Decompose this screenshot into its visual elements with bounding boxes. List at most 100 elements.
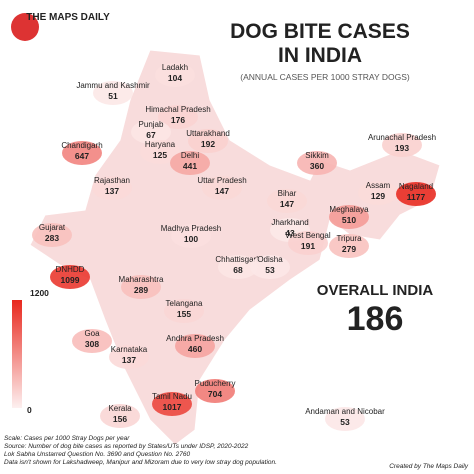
region-name: Maharashtra (119, 275, 164, 284)
legend-max: 1200 (30, 288, 49, 298)
footer-note: Source: Number of dog bite cases as repo… (4, 443, 249, 450)
region-value: 193 (395, 143, 409, 153)
region-name: Kerala (108, 404, 132, 413)
region-name: Andaman and Nicobar (305, 407, 385, 416)
region-fill (175, 334, 215, 358)
region-name: Jammu and Kashmir (76, 81, 150, 90)
region-value: 647 (75, 151, 89, 161)
region-name: Himachal Pradesh (145, 105, 210, 114)
region-value: 192 (201, 139, 215, 149)
region-fill (92, 176, 132, 200)
region-value: 1177 (407, 192, 426, 202)
region-fill (202, 176, 242, 200)
title-line2: IN INDIA (278, 44, 362, 67)
region-value: 283 (45, 233, 59, 243)
footer-note: Lok Sabha Unstarred Question No. 3690 an… (4, 451, 190, 458)
region-fill (50, 265, 90, 289)
credit: Created by The Maps Daily (389, 463, 469, 470)
region-fill (188, 129, 228, 153)
region-value: 279 (342, 244, 356, 254)
region-name: Telangana (166, 299, 203, 308)
region-fill (100, 404, 140, 428)
region-fill (396, 182, 436, 206)
region-value: 460 (188, 344, 202, 354)
title-line1: DOG BITE CASES (230, 20, 410, 43)
region-name: Assam (366, 181, 391, 190)
region-value: 510 (342, 215, 356, 225)
region-value: 129 (371, 191, 385, 201)
region-fill (195, 379, 235, 403)
region-name: Odisha (257, 255, 283, 264)
region-value: 289 (134, 285, 148, 295)
region-value: 51 (108, 91, 118, 101)
region-name: Sikkim (305, 151, 329, 160)
region-fill (131, 120, 171, 144)
region-fill (62, 141, 102, 165)
region-name: DNHDD (56, 265, 85, 274)
region-fill (325, 407, 365, 431)
region-name: Uttarakhand (186, 129, 230, 138)
region-fill (121, 275, 161, 299)
region-name: Karnataka (111, 345, 148, 354)
region-fill (109, 345, 149, 369)
region-name: Nagaland (399, 182, 433, 191)
region-name: Andhra Pradesh (166, 334, 224, 343)
region-fill (250, 255, 290, 279)
region-fill (329, 205, 369, 229)
region-name: Punjab (139, 120, 164, 129)
region-value: 137 (122, 355, 136, 365)
region-name: Tripura (336, 234, 362, 243)
region-value: 147 (215, 186, 229, 196)
region-name: Gujarat (39, 223, 66, 232)
region-name: Tamil Nadu (152, 392, 192, 401)
region-value: 104 (168, 73, 182, 83)
region-value: 53 (265, 265, 275, 275)
logo: THE MAPS DAILY (26, 12, 110, 23)
region-value: 68 (233, 265, 243, 275)
legend-min: 0 (27, 405, 32, 415)
subtitle: (ANNUAL CASES PER 1000 STRAY DOGS) (240, 72, 410, 82)
region-value: 176 (171, 115, 185, 125)
region-value: 125 (153, 150, 167, 160)
region-value: 67 (146, 130, 156, 140)
region-fill (267, 189, 307, 213)
region-fill (297, 151, 337, 175)
region-value: 704 (208, 389, 222, 399)
region-name: Bihar (278, 189, 297, 198)
region-name: Chandigarh (61, 141, 102, 150)
region-fill (72, 329, 112, 353)
region-name: Arunachal Pradesh (368, 133, 436, 142)
region-value: 53 (340, 417, 350, 427)
region-fill (32, 223, 72, 247)
region-fill (329, 234, 369, 258)
region-fill (164, 299, 204, 323)
region-value: 191 (301, 241, 315, 251)
region-value: 1017 (163, 402, 182, 412)
region-name: Ladakh (162, 63, 188, 72)
region-fill (158, 105, 198, 129)
region-fill (358, 181, 398, 205)
legend-bar (12, 300, 22, 408)
region-fill (170, 151, 210, 175)
overall-label: OVERALL INDIA (317, 282, 434, 299)
region-name: West Bengal (285, 231, 330, 240)
region-name: Uttar Pradesh (197, 176, 246, 185)
region-fill (171, 224, 211, 248)
region-value: 147 (280, 199, 294, 209)
region-fill (93, 81, 133, 105)
region-name: Puducherry (195, 379, 236, 388)
region-name: Chhattisgarh (215, 255, 260, 264)
region-fill (152, 392, 192, 416)
region-fill (155, 63, 195, 87)
region-value: 441 (183, 161, 197, 171)
region-fill (218, 255, 258, 279)
region-fill (382, 133, 422, 157)
footer-note: Scale: Cases per 1000 Stray Dogs per yea… (4, 435, 130, 442)
region-value: 156 (113, 414, 127, 424)
region-value: 43 (285, 228, 295, 238)
region-value: 100 (184, 234, 198, 244)
region-fill (288, 231, 328, 255)
region-name: Goa (84, 329, 100, 338)
region-value: 137 (105, 186, 119, 196)
